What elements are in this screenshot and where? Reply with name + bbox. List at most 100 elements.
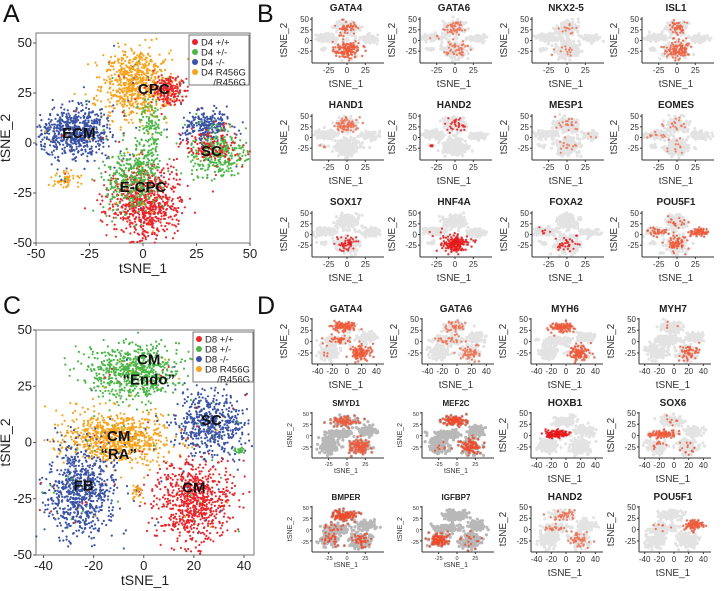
point-E-CPC-red [145,206,148,209]
point-RA [55,409,58,412]
point-CPC [129,89,132,93]
point-SC-red [225,122,228,125]
point-SC-red [210,135,213,138]
point-E-CPC-red [159,171,162,174]
point-ECM [98,143,101,146]
point-SC-blue [212,120,215,123]
point-RA [58,452,61,455]
point-RA [96,417,99,420]
point-E-CPC-green [106,188,109,191]
point-SC-blue [180,102,183,106]
point-CPC [118,83,121,86]
point-RA [116,415,119,418]
point-RA [92,429,95,432]
point-E-CPC-red [108,207,112,210]
point-E-CPC-green [145,170,148,173]
point-E-CPC-green [128,158,131,161]
point-RA [77,426,80,429]
point-stripe [142,160,145,163]
point-RA [116,417,119,420]
point-Endo [182,367,186,370]
point-Endo [167,365,170,368]
point-CPC [121,103,124,106]
point-ECM [55,135,58,138]
point-SC-green [225,169,228,172]
point-ECM [79,116,82,119]
point-E-CPC-red [166,200,169,203]
point-RA [75,418,78,421]
point-E-CPC-green [105,214,108,217]
point-E-CPC-green [130,171,133,174]
point-ECM [40,145,43,148]
point-SC-red [230,141,233,144]
point-RA [93,442,96,445]
point-ECM [72,158,75,161]
point-CPC [108,123,111,126]
point-RA [92,405,96,408]
point-CPC [141,58,144,61]
point-RA [69,435,72,438]
point-Endo [110,390,113,393]
point-Endo [89,368,92,371]
y-tick-label: -50 [13,235,32,250]
point-Endo [119,372,122,375]
point-ECM [54,156,57,159]
point-CPC-top [181,99,184,102]
point-SC-red [175,157,178,161]
point-E-CPC-red [176,182,179,186]
point-RA [136,441,139,445]
point-CPC-top [169,86,172,90]
point-stripe [151,151,154,154]
point-RA [74,431,77,434]
point-CPC [100,100,103,103]
point-orange-small [70,169,73,172]
point-RA [92,432,95,435]
point-ECM [66,120,69,123]
point-orange-small [67,172,70,175]
point-E-CPC-red [141,211,144,214]
point-E-CPC-red [160,215,163,218]
point-RA [116,424,120,427]
point-Endo [101,362,104,365]
point-ECM [40,129,43,132]
point-SC-green [220,126,223,129]
point-stripe [141,151,144,154]
point-Endo [161,365,164,368]
y-tick-label: 50 [18,35,32,50]
point-RA [90,427,93,430]
point-SC-blue [218,112,221,115]
point-SC-green [192,178,195,181]
point-SC-blue [186,129,189,132]
point-E-CPC-green [122,134,125,137]
point-SC-green [239,147,242,150]
point-RA [128,418,131,421]
point-Endo [134,395,137,398]
legend-swatch [192,39,198,45]
point-SC-green [218,167,221,170]
point-RA [63,435,66,438]
point-CPC [120,66,123,70]
point-SC-green [247,158,250,161]
point-E-CPC-green [152,200,155,203]
point-RA [144,418,147,421]
point-E-CPC-green [141,199,144,202]
point-SC-blue [239,132,242,135]
point-E-CPC-green [103,164,106,167]
x-tick-label: 0 [139,246,146,261]
point-ECM [60,118,64,121]
point-E-CPC-red [145,211,149,214]
point-RA [53,448,56,451]
point-SC-green [191,169,194,172]
point-RA [100,427,103,430]
point-CPC-top [185,77,188,80]
point-CPC [123,53,126,56]
point-Endo [158,342,161,346]
point-CPC [84,93,87,96]
point-E-CPC-green [131,205,134,208]
point-CPC-top [183,89,187,92]
point-RA [111,417,114,420]
point-E-CPC-red [113,228,116,231]
point-RA [104,402,107,405]
point-stripe [144,172,147,175]
point-E-CPC-red [156,169,159,172]
